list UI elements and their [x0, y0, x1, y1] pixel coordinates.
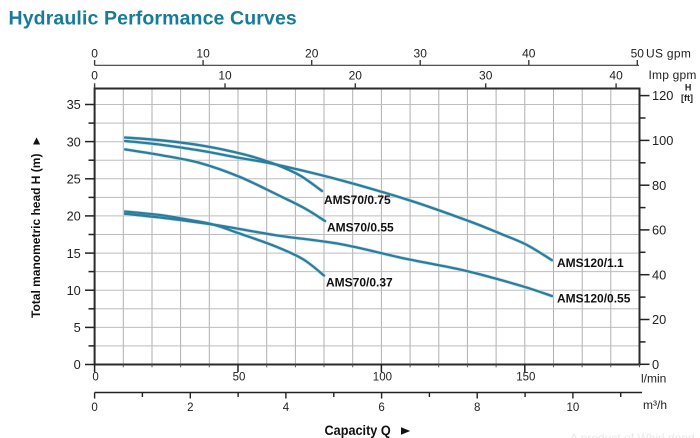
svg-text:0: 0 [91, 402, 97, 414]
svg-text:AMS70/0.55: AMS70/0.55 [327, 221, 394, 235]
svg-text:0: 0 [74, 357, 81, 372]
svg-text:30: 30 [414, 47, 428, 61]
svg-text:0: 0 [92, 371, 98, 383]
svg-text:0: 0 [91, 47, 98, 61]
svg-text:40: 40 [609, 69, 623, 83]
svg-text:20: 20 [349, 69, 363, 83]
svg-text:0: 0 [91, 69, 98, 83]
svg-text:100: 100 [373, 371, 392, 383]
svg-text:AMS120/0.55: AMS120/0.55 [557, 292, 631, 306]
svg-text:Capacity Q: Capacity Q [325, 422, 391, 438]
svg-text:0: 0 [652, 357, 659, 372]
svg-text:10: 10 [196, 47, 210, 61]
svg-text:80: 80 [652, 178, 666, 193]
svg-text:35: 35 [67, 97, 81, 112]
svg-text:50: 50 [631, 47, 645, 61]
svg-text:AMS120/1.1: AMS120/1.1 [557, 256, 624, 270]
svg-text:40: 40 [522, 47, 536, 61]
svg-text:10: 10 [567, 402, 580, 414]
svg-text:150: 150 [516, 371, 535, 383]
svg-text:100: 100 [652, 133, 673, 148]
svg-text:60: 60 [652, 223, 666, 238]
svg-text:15: 15 [67, 246, 81, 261]
svg-text:40: 40 [652, 267, 666, 282]
svg-text:20: 20 [67, 209, 81, 224]
svg-text:20: 20 [305, 47, 319, 61]
svg-text:A product of Whirl dnnd: A product of Whirl dnnd [570, 431, 695, 438]
svg-text:AMS70/0.37: AMS70/0.37 [326, 276, 393, 290]
svg-text:Imp gpm: Imp gpm [649, 68, 697, 82]
svg-text:AMS70/0.75: AMS70/0.75 [324, 193, 391, 207]
svg-text:2: 2 [187, 402, 193, 414]
svg-text:H: H [685, 83, 692, 93]
svg-text:20: 20 [652, 312, 666, 327]
svg-text:m³/h: m³/h [643, 398, 667, 412]
svg-text:l/min: l/min [641, 372, 666, 386]
svg-text:[ft]: [ft] [681, 93, 693, 103]
svg-text:10: 10 [218, 69, 232, 83]
svg-text:10: 10 [67, 283, 81, 298]
svg-text:25: 25 [67, 172, 81, 187]
svg-text:30: 30 [479, 69, 493, 83]
svg-text:4: 4 [283, 402, 290, 414]
svg-text:6: 6 [378, 402, 384, 414]
svg-text:30: 30 [67, 134, 81, 149]
svg-text:50: 50 [233, 371, 246, 383]
svg-text:8: 8 [474, 402, 480, 414]
svg-text:US gpm: US gpm [646, 47, 691, 61]
svg-text:120: 120 [652, 88, 673, 103]
svg-text:Total manometric head H (m) ►: Total manometric head H (m) ► [29, 135, 43, 318]
svg-text:5: 5 [74, 320, 81, 335]
svg-text:Hydraulic Performance Curves: Hydraulic Performance Curves [9, 8, 297, 30]
